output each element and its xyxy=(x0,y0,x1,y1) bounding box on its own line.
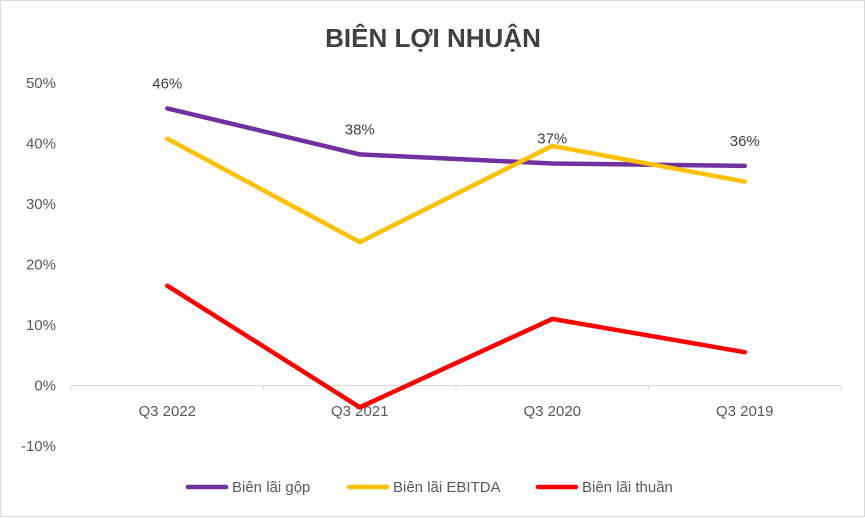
data-label-layer: 46% 38% 37% 36% xyxy=(152,75,760,149)
data-label: 46% xyxy=(152,75,182,92)
legend: Biên lãi gộp Biên lãi EBITDA Biên lãi thuầ… xyxy=(188,479,673,496)
y-tick-label: 50% xyxy=(26,75,56,92)
legend-label-3: Biên lãi thuần xyxy=(582,479,673,496)
series-line-2 xyxy=(167,139,745,242)
data-label: 36% xyxy=(730,133,760,150)
y-tick-label: 10% xyxy=(26,317,56,334)
data-label: 38% xyxy=(345,121,375,138)
x-tick-label: Q3 2020 xyxy=(523,403,581,420)
legend-label-2: Biên lãi EBITDA xyxy=(393,479,501,496)
y-tick-label: 30% xyxy=(26,196,56,213)
legend-label-1: Biên lãi gộp xyxy=(232,479,310,496)
x-tick-label: Q3 2022 xyxy=(138,403,196,420)
series-layer xyxy=(167,108,745,407)
series-line-1 xyxy=(167,108,745,165)
chart-title: BIÊN LỢI NHUẬN xyxy=(325,23,541,53)
y-tick-label: 20% xyxy=(26,257,56,274)
data-label: 37% xyxy=(537,130,567,147)
x-tick-label: Q3 2019 xyxy=(716,403,774,420)
y-tick-label: 0% xyxy=(34,378,56,395)
y-tick-label: 40% xyxy=(26,136,56,153)
y-tick-label: -10% xyxy=(21,438,56,455)
